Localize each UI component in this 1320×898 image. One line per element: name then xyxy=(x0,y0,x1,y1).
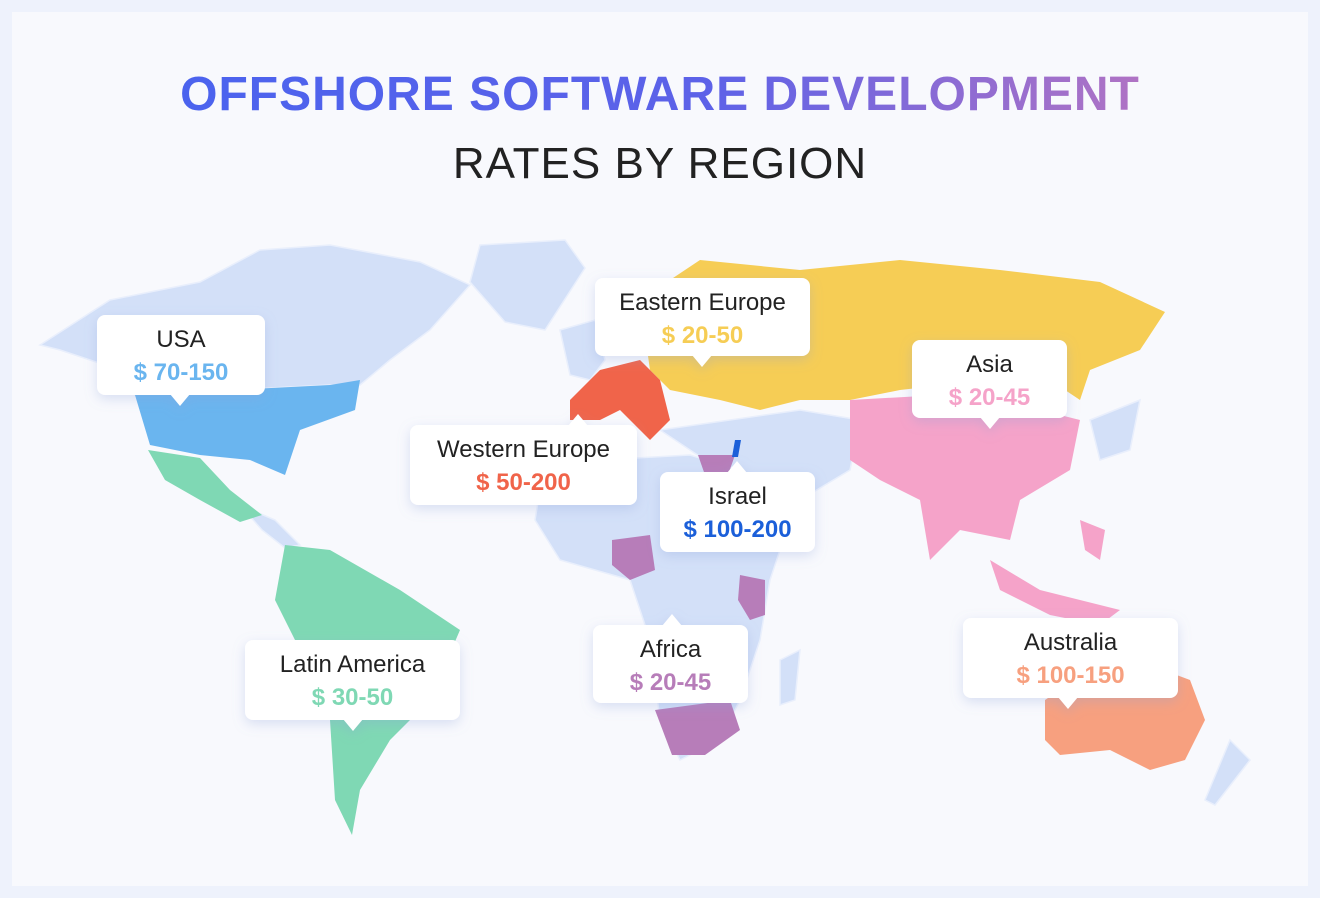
region-name: Australia xyxy=(1024,629,1118,656)
region-rate: $ 70-150 xyxy=(134,359,229,386)
region-name: Eastern Europe xyxy=(619,289,786,316)
region-rate: $ 20-45 xyxy=(949,384,1030,411)
region-name: Asia xyxy=(966,351,1013,378)
callout-box xyxy=(593,625,748,703)
region-name: Israel xyxy=(708,483,767,510)
callout xyxy=(595,278,810,367)
title: OFFSHORE SOFTWARE DEVELOPMENT xyxy=(180,68,1140,121)
region-name: Africa xyxy=(640,636,702,663)
callout xyxy=(97,315,265,406)
region-rate: $ 100-200 xyxy=(683,516,791,543)
region-rate: $ 30-50 xyxy=(312,684,393,711)
callout-pointer xyxy=(343,719,363,731)
callout-pointer xyxy=(1058,697,1078,709)
region-name: Latin America xyxy=(280,651,426,678)
callout-box xyxy=(595,278,810,356)
region-name: Western Europe xyxy=(437,436,610,463)
callout xyxy=(593,614,748,703)
region-rate: $ 20-50 xyxy=(662,322,743,349)
callout-pointer xyxy=(692,355,712,367)
subtitle: RATES BY REGION xyxy=(453,139,867,188)
callout xyxy=(245,640,460,731)
callout-box xyxy=(97,315,265,395)
callout-pointer xyxy=(170,394,190,406)
callout-box xyxy=(245,640,460,720)
callout xyxy=(963,618,1178,709)
callout xyxy=(912,340,1067,429)
callout-pointer xyxy=(662,614,682,626)
region-rate: $ 20-45 xyxy=(630,669,711,696)
callout-pointer xyxy=(568,414,588,426)
callout-box xyxy=(963,618,1178,698)
region-rate: $ 100-150 xyxy=(1016,662,1124,689)
callout xyxy=(410,414,637,505)
callout-box xyxy=(912,340,1067,418)
callout-pointer xyxy=(727,461,747,473)
region-name: USA xyxy=(156,326,205,353)
callout xyxy=(660,461,815,552)
region-rate: $ 50-200 xyxy=(476,469,571,496)
callouts: USA $ 70-150 Eastern Europe $ 20-50 Asia $ 20… xyxy=(97,278,1178,731)
callout-box xyxy=(410,425,637,505)
callout-box xyxy=(660,472,815,552)
callout-pointer xyxy=(980,417,1000,429)
